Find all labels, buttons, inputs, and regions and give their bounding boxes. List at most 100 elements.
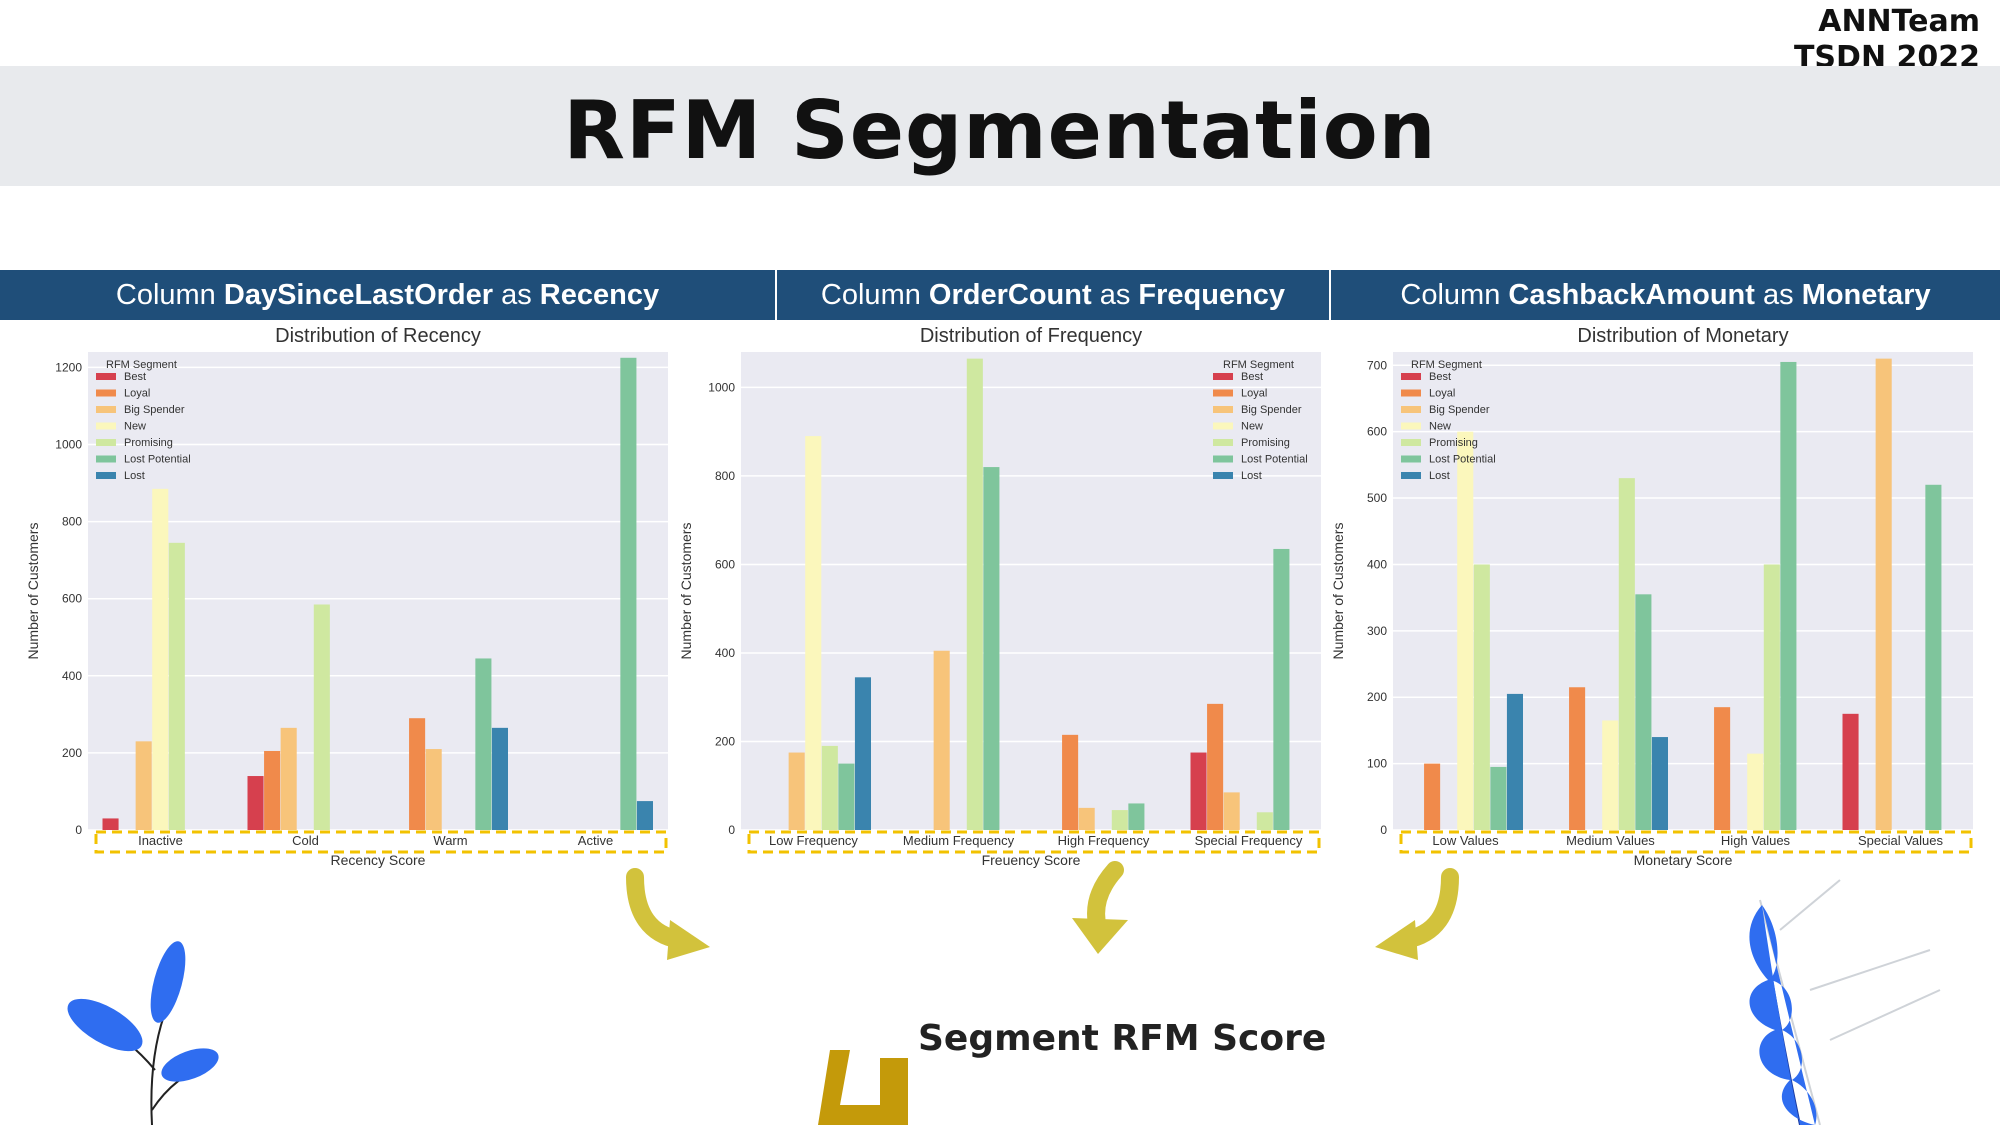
brand-team: ANNTeam: [1818, 4, 1980, 39]
bar: [1223, 792, 1240, 830]
bar: [1747, 753, 1764, 830]
bar: [1602, 720, 1619, 830]
legend-entry: Promising: [124, 437, 173, 449]
bar: [102, 818, 119, 830]
legend-title: RFM Segment: [1223, 359, 1294, 371]
x-axis-label: Freuency Score: [982, 852, 1081, 868]
bar: [1651, 737, 1668, 830]
chart-title: Distribution of Recency: [275, 325, 481, 347]
y-tick-label: 600: [1367, 425, 1387, 439]
column-header-prefix: Column: [115, 278, 224, 311]
x-tick-label: Medium Frequency: [903, 833, 1015, 848]
segment-rfm-score-label: Segment RFM Score: [918, 1018, 1327, 1059]
legend-entry: Big Spender: [1241, 404, 1302, 416]
plant-right-icon: [1749, 879, 1941, 1125]
bar: [152, 488, 169, 830]
x-tick-label: Inactive: [138, 833, 183, 848]
legend-entry: Lost Potential: [1241, 454, 1308, 466]
bar: [425, 749, 442, 830]
x-tick-label: Low Values: [1432, 833, 1499, 848]
legend-title: RFM Segment: [1411, 359, 1482, 371]
legend-entry: Big Spender: [124, 404, 185, 416]
y-tick-label: 200: [715, 734, 735, 748]
column-header-monetary: Column CashbackAmount as Monetary: [1331, 270, 2000, 320]
bar: [1569, 687, 1586, 830]
legend-swatch: [1401, 389, 1421, 397]
bar: [1618, 478, 1635, 830]
legend-entry: Lost Potential: [124, 454, 191, 466]
legend-entry: Lost Potential: [1429, 454, 1496, 466]
column-header-prefix: Column: [820, 278, 929, 311]
legend-swatch: [1213, 373, 1233, 380]
plant-left-icon: [67, 941, 219, 1125]
column-header-frequency: Column OrderCount as Frequency: [777, 270, 1329, 320]
title-band: [0, 66, 2000, 186]
bar: [280, 727, 297, 830]
curved-arrow-icon: [1072, 861, 1128, 954]
legend-entry: Best: [124, 371, 146, 383]
y-tick-label: 400: [1367, 557, 1387, 571]
bar: [1842, 713, 1859, 830]
legend-entry: Lost: [124, 470, 145, 482]
column-header-field: OrderCount: [928, 278, 1092, 311]
bar: [1490, 766, 1507, 830]
y-tick-label: 300: [1367, 624, 1387, 638]
x-tick-label: Warm: [433, 833, 467, 848]
bar: [168, 542, 185, 830]
y-tick-label: 1000: [55, 438, 82, 452]
bar: [247, 776, 264, 830]
bar: [1473, 564, 1490, 830]
y-tick-label: 700: [1367, 358, 1387, 372]
legend-swatch: [96, 472, 116, 479]
curved-arrow-icon: [1375, 868, 1459, 960]
y-tick-label: 100: [1367, 757, 1387, 771]
bar: [1128, 803, 1145, 830]
legend-swatch: [96, 373, 116, 380]
bar: [805, 436, 822, 830]
x-tick-label: High Frequency: [1058, 833, 1150, 848]
x-tick-label: Special Frequency: [1195, 833, 1303, 848]
gold-step-shape: [818, 1050, 908, 1125]
legend-swatch: [1213, 439, 1233, 446]
bar: [1925, 484, 1942, 830]
y-tick-label: 500: [1367, 491, 1387, 505]
legend-entry: New: [1241, 421, 1263, 433]
legend-entry: Lost: [1429, 470, 1450, 482]
legend-entry: Loyal: [124, 388, 150, 400]
bar: [636, 801, 653, 830]
bar: [854, 677, 871, 830]
x-tick-label: High Values: [1721, 833, 1791, 848]
brand-block: ANNTeam TSDN 2022: [1794, 4, 1980, 76]
bar: [313, 604, 330, 830]
y-tick-label: 400: [715, 646, 735, 660]
bar: [491, 727, 508, 830]
legend-entry: Loyal: [1241, 388, 1267, 400]
legend-swatch: [1401, 406, 1421, 413]
y-axis-label: Number of Customers: [678, 523, 694, 660]
legend-swatch: [1213, 406, 1233, 413]
column-header-recency: Column DaySinceLastOrder as Recency: [0, 270, 775, 320]
x-axis-label: Recency Score: [331, 852, 426, 868]
legend-entry: Best: [1241, 371, 1263, 383]
x-labels-highlight-box: [1399, 830, 1973, 854]
bar: [1457, 431, 1474, 830]
legend-swatch: [1213, 422, 1233, 430]
legend-entry: Lost: [1241, 470, 1262, 482]
bar: [1424, 763, 1441, 830]
column-header-prefix: Column: [1400, 278, 1509, 311]
x-tick-label: Special Values: [1858, 833, 1944, 848]
y-tick-label: 600: [62, 592, 82, 606]
frequency-chart: 0 200 400 600 800 1000 Distribution of Frequen…: [678, 325, 1321, 868]
bar: [1062, 734, 1079, 830]
x-tick-label: Cold: [292, 833, 319, 848]
bar: [1875, 358, 1892, 830]
y-tick-label: 0: [75, 823, 82, 837]
bar: [1780, 361, 1797, 830]
column-header-field: CashbackAmount: [1508, 278, 1755, 311]
legend-swatch: [1213, 389, 1233, 397]
bar: [1506, 693, 1523, 830]
column-header-role: Frequency: [1138, 278, 1286, 311]
bar: [1256, 812, 1273, 830]
legend-swatch: [1401, 472, 1421, 479]
bar: [1714, 707, 1731, 830]
